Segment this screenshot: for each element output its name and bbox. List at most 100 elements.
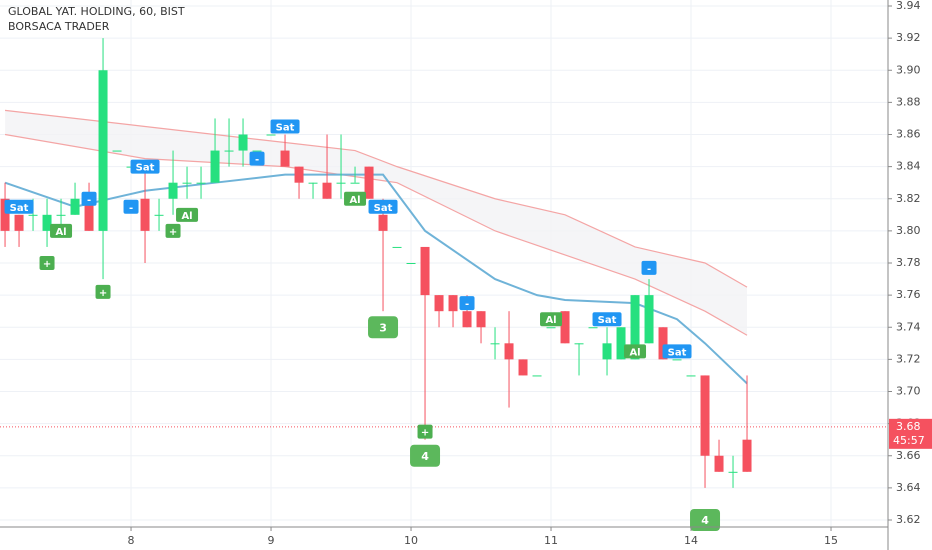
candle-body <box>42 214 52 231</box>
candle-body <box>294 166 304 183</box>
signal-label: - <box>129 203 133 214</box>
signal-marker <box>123 199 139 214</box>
candle-body <box>546 327 556 329</box>
price-box <box>889 418 932 449</box>
candle-body <box>70 198 80 215</box>
signal-label: 3 <box>379 321 387 334</box>
signal-label: Al <box>629 347 640 358</box>
band-fill <box>5 110 748 336</box>
signal-label: - <box>255 155 259 166</box>
axes: 3.62 3.64 3.66 3.68 3.70 3.72 3.74 3.76 3.78 3.80… <box>128 0 932 547</box>
y-tick-label: 3.72 <box>896 352 921 365</box>
candle-body <box>378 214 388 231</box>
signal-marker <box>459 296 475 311</box>
candle-body <box>420 246 430 296</box>
candle-body <box>490 343 500 345</box>
signal-label: - <box>87 195 91 206</box>
signal-marker <box>4 199 34 214</box>
x-tick-label: 11 <box>544 534 558 547</box>
signal-label: + <box>99 288 107 299</box>
signals: Sat Al + - + Sat - Al + - Sat Al Sat 3 +4 - Al Sat Al - Sat 4 <box>4 119 721 531</box>
candle-body <box>168 182 178 199</box>
signal-marker <box>344 191 367 206</box>
signal-label: Al <box>55 227 66 238</box>
candle-body <box>266 134 276 136</box>
signal-marker <box>39 256 55 270</box>
signal-marker <box>249 151 265 166</box>
overlays <box>0 109 888 428</box>
candle-body <box>658 327 668 360</box>
signal-label: - <box>647 264 651 275</box>
x-tick-label: 10 <box>404 534 418 547</box>
candle-body <box>0 198 10 231</box>
x-tick-label: 15 <box>824 534 838 547</box>
candle-body <box>686 375 696 377</box>
candle-body <box>714 455 724 472</box>
candle-body <box>616 327 626 360</box>
signal-label: Al <box>545 315 556 326</box>
signal-marker <box>81 191 97 206</box>
y-tick-label: 3.84 <box>896 160 921 173</box>
signal-marker <box>95 284 111 299</box>
y-tick-label: 3.64 <box>896 481 921 494</box>
signal-label: 4 <box>421 450 429 463</box>
candle-body <box>210 150 220 183</box>
candle-body <box>588 327 598 329</box>
candles <box>0 38 752 488</box>
signal-marker <box>368 199 398 214</box>
signal-label: Al <box>181 211 192 222</box>
signal-label: - <box>465 299 469 310</box>
y-tick-label: 3.62 <box>896 513 921 526</box>
signal-label: Sat <box>598 315 617 326</box>
candle-body <box>504 343 514 360</box>
signal-marker <box>165 223 181 238</box>
candle-body <box>672 359 682 361</box>
signal-marker <box>641 260 657 275</box>
signal-marker <box>592 312 622 327</box>
signal-label: Sat <box>136 163 155 174</box>
signal-label: Sat <box>374 203 393 214</box>
candle-body <box>28 214 38 216</box>
candle-body <box>644 295 654 344</box>
overlay-line <box>4 133 748 336</box>
signal-label: + <box>169 227 177 238</box>
y-tick-label: 3.76 <box>896 288 921 301</box>
x-tick-label: 9 <box>268 534 275 547</box>
x-tick-label: 14 <box>684 534 698 547</box>
overlay-line <box>4 173 748 385</box>
candle-body <box>728 471 738 473</box>
signal-label: Sat <box>668 347 687 358</box>
candle-body <box>252 150 262 152</box>
y-tick-label: 3.86 <box>896 128 921 141</box>
signal-marker <box>176 207 199 222</box>
candle-body <box>630 295 640 360</box>
y-tick-label: 3.66 <box>896 449 921 462</box>
signal-marker <box>368 316 399 339</box>
candle-body <box>364 166 374 199</box>
candle-body <box>196 182 206 184</box>
price-box-label: 3.68 <box>896 420 921 433</box>
candle-body <box>14 214 24 231</box>
candle-body <box>532 375 542 377</box>
candle-body <box>350 182 360 184</box>
signal-label: + <box>43 259 51 270</box>
y-tick-label: 3.70 <box>896 385 921 398</box>
signal-label: + <box>421 428 429 439</box>
candle-body <box>392 246 402 248</box>
y-tick-label: 3.94 <box>896 0 921 12</box>
signal-marker <box>624 344 647 359</box>
candle-body <box>476 311 486 328</box>
candle-body <box>448 295 458 312</box>
candle-body <box>154 214 164 216</box>
y-tick-label: 3.74 <box>896 320 921 333</box>
signal-label: Sat <box>10 203 29 214</box>
signal-marker <box>410 444 441 467</box>
chart-title: GLOBAL YAT. HOLDING, 60, BIST <box>8 5 185 18</box>
candle-body <box>224 150 234 152</box>
candle-body <box>140 198 150 231</box>
candle-body <box>602 343 612 360</box>
candle-body <box>518 359 528 376</box>
signal-label: Al <box>349 195 360 206</box>
